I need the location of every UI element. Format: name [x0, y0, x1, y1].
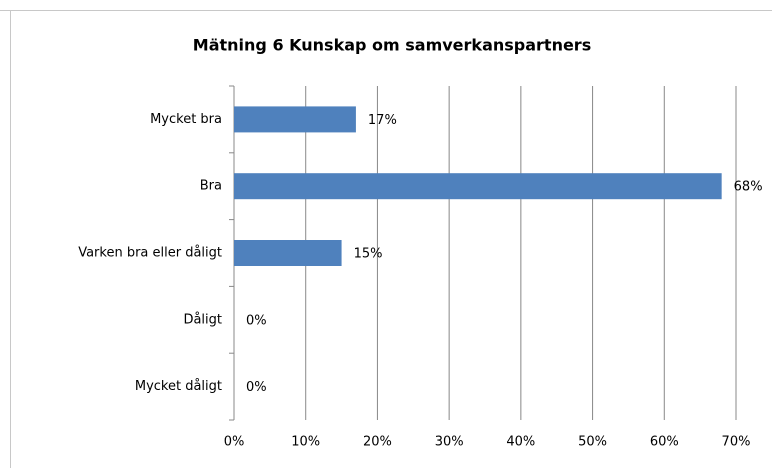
data-label: 17% — [368, 113, 397, 128]
y-tick-label: Varken bra eller dåligt — [78, 246, 222, 261]
data-label: 0% — [246, 313, 267, 328]
data-label: 15% — [354, 247, 383, 262]
data-label: 0% — [246, 380, 267, 395]
y-tick-label: Bra — [200, 179, 222, 194]
data-label: 68% — [734, 180, 763, 195]
x-tick-label: 0% — [224, 435, 245, 450]
x-tick-label: 50% — [578, 435, 607, 450]
y-tick-label: Dåligt — [183, 312, 222, 327]
y-tick-label: Mycket bra — [150, 112, 222, 127]
x-tick-label: 30% — [435, 435, 464, 450]
x-tick-label: 60% — [650, 435, 679, 450]
bar — [234, 173, 722, 200]
x-tick-label: 20% — [363, 435, 392, 450]
bar — [234, 240, 342, 266]
x-tick-label: 40% — [506, 435, 535, 450]
x-tick-label: 70% — [722, 435, 751, 450]
x-tick-label: 10% — [291, 435, 320, 450]
bar — [234, 106, 356, 133]
chart-title: Mätning 6 Kunskap om samverkanspartners — [193, 36, 591, 55]
y-tick-label: Mycket dåligt — [135, 379, 222, 394]
